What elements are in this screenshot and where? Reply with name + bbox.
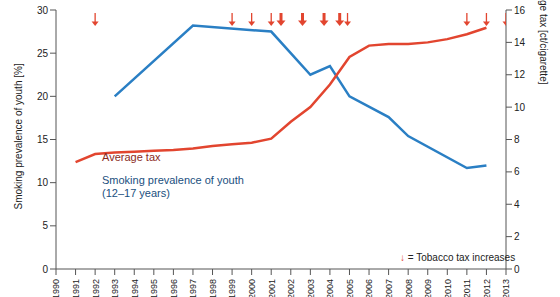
- svg-text:0: 0: [514, 264, 520, 275]
- svg-text:25: 25: [37, 48, 49, 59]
- svg-text:6: 6: [514, 166, 520, 177]
- svg-text:2004: 2004: [325, 279, 335, 297]
- svg-text:10: 10: [514, 102, 526, 113]
- svg-text:2009: 2009: [423, 279, 433, 297]
- svg-text:12: 12: [514, 69, 526, 80]
- svg-text:2011: 2011: [462, 279, 472, 297]
- svg-text:1997: 1997: [188, 279, 198, 297]
- svg-text:1996: 1996: [169, 279, 179, 297]
- svg-text:Average tax [ct/cigarette]: Average tax [ct/cigarette]: [538, 0, 549, 85]
- svg-text:1995: 1995: [149, 279, 159, 297]
- svg-text:0: 0: [42, 264, 48, 275]
- svg-text:2003: 2003: [306, 279, 316, 297]
- svg-text:1992: 1992: [91, 279, 101, 297]
- svg-text:2008: 2008: [404, 279, 414, 297]
- svg-text:2013: 2013: [501, 279, 511, 297]
- svg-text:1998: 1998: [208, 279, 218, 297]
- svg-text:Smoking prevalence of youth [%: Smoking prevalence of youth [%]: [13, 63, 24, 209]
- svg-text:30: 30: [37, 5, 49, 16]
- svg-text:1990: 1990: [51, 279, 61, 297]
- svg-text:5: 5: [42, 220, 48, 231]
- svg-text:2010: 2010: [443, 279, 453, 297]
- svg-text:2002: 2002: [286, 279, 296, 297]
- svg-text:2000: 2000: [247, 279, 257, 297]
- svg-text:2012: 2012: [482, 279, 492, 297]
- svg-text:1999: 1999: [227, 279, 237, 297]
- svg-text:15: 15: [37, 134, 49, 145]
- svg-text:1994: 1994: [130, 279, 140, 297]
- html-text:↓ = Tobacco tax increases: ↓ = Tobacco tax increases: [400, 252, 516, 263]
- html-text:Smoking prevalence of youth (1: Smoking prevalence of youth (12–17 years…: [102, 174, 244, 199]
- svg-text:4: 4: [514, 199, 520, 210]
- svg-text:2001: 2001: [267, 279, 277, 297]
- html-text:Average tax: Average tax: [102, 151, 161, 163]
- svg-text:2: 2: [514, 231, 520, 242]
- svg-text:1991: 1991: [71, 279, 81, 297]
- svg-text:16: 16: [514, 5, 526, 16]
- svg-text:20: 20: [37, 91, 49, 102]
- svg-text:2006: 2006: [364, 279, 374, 297]
- svg-text:14: 14: [514, 37, 526, 48]
- svg-text:1993: 1993: [110, 279, 120, 297]
- svg-text:2005: 2005: [345, 279, 355, 297]
- svg-text:10: 10: [37, 177, 49, 188]
- svg-text:2007: 2007: [384, 279, 394, 297]
- svg-text:8: 8: [514, 134, 520, 145]
